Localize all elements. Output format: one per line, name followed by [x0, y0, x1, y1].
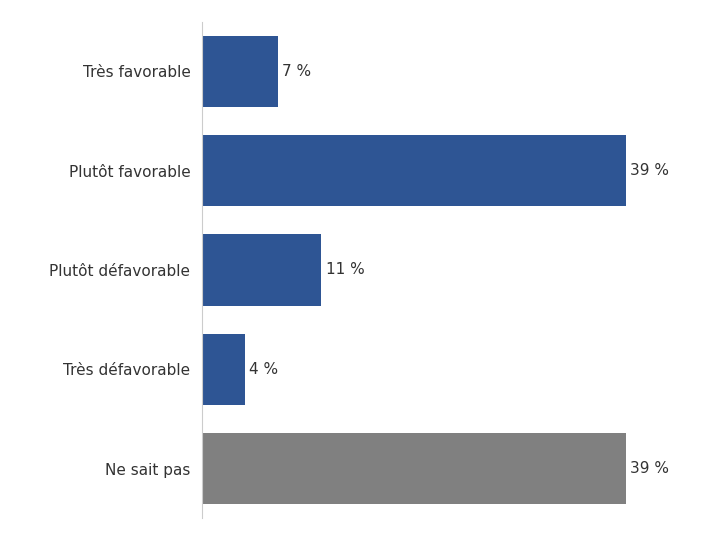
- Bar: [202, 135, 626, 206]
- Bar: [202, 334, 245, 405]
- Text: 11 %: 11 %: [325, 262, 364, 278]
- Text: 39 %: 39 %: [631, 163, 670, 178]
- Text: 4 %: 4 %: [250, 362, 279, 377]
- Text: 7 %: 7 %: [282, 64, 311, 79]
- Bar: [202, 36, 278, 107]
- Bar: [202, 234, 321, 306]
- Text: 39 %: 39 %: [631, 461, 670, 476]
- Bar: [202, 433, 626, 504]
